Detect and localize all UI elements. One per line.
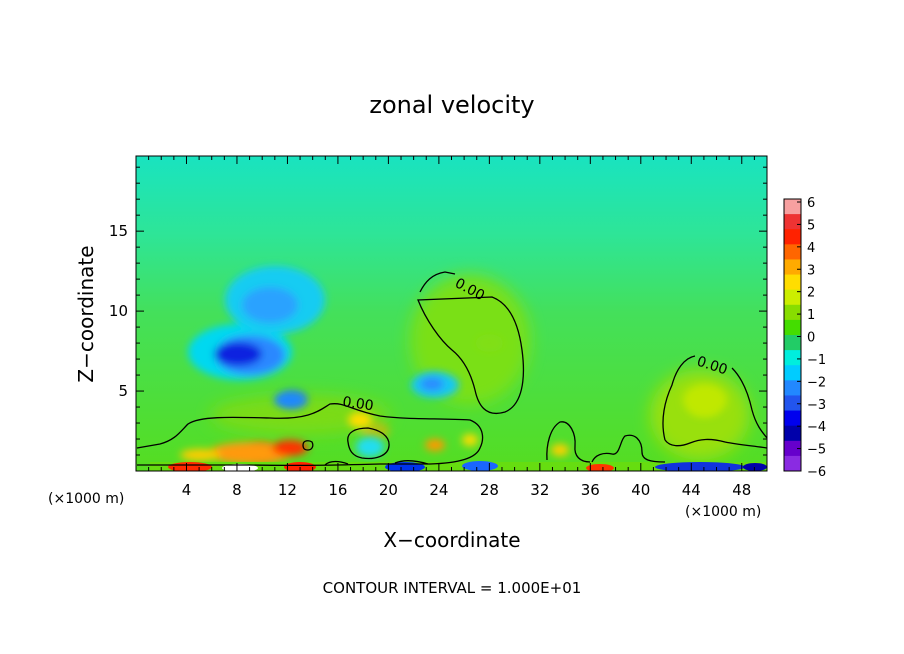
x-tick-label: 4 [182,481,192,499]
colorbar-tick-label: −3 [807,398,826,413]
x-tick-label: 8 [232,481,242,499]
x-unit-right: (×1000 m) [685,504,761,520]
colorbar-swatch [784,350,801,366]
colorbar-tick-label: 0 [807,331,815,346]
x-tick-label: 44 [682,481,701,499]
y-axis-label: Z−coordinate [74,245,98,382]
colorbar-tick-label: −6 [807,465,826,480]
zero-contours [136,271,767,467]
x-tick-label: 48 [732,481,751,499]
x-tick-label: 28 [480,481,499,499]
y-tick-label: 10 [109,302,128,320]
x-axis-label: X−coordinate [383,528,520,552]
x-tick-label: 12 [278,481,297,499]
x-tick-label: 24 [429,481,448,499]
colorbar-tick-label: 2 [807,286,815,301]
colorbar-swatch [784,229,801,245]
colorbar-swatch [784,289,801,306]
colorbar-swatch [784,214,801,230]
colorbar-swatch [784,335,801,351]
colorbar-swatch [784,319,801,336]
colorbar-swatch [784,259,801,276]
colorbar-swatch [784,440,801,457]
contour-label: 0.00 [341,394,374,414]
colorbar-frame [783,198,802,472]
colorbar-tick-label: −4 [807,420,826,435]
chart-title: zonal velocity [369,91,534,119]
x-tick-label: 40 [631,481,650,499]
field-extremum-7 [361,422,390,441]
colorbar-swatch [784,425,801,442]
contour-interval-note: CONTOUR INTERVAL = 1.000E+01 [323,579,582,597]
colorbar-tick-label: 3 [807,263,815,278]
colorbar-swatch [784,199,801,215]
colorbar-tick-label: −5 [807,443,826,458]
colorbar-swatch [784,274,801,291]
field-extremum-4 [475,334,504,353]
colorbar: 6 5 4 3 2 1 0 −1 −2 −3 −4 −5 −6 [783,196,826,480]
colorbar-tick-label: 1 [807,308,815,323]
x-unit-left: (×1000 m) [48,491,124,507]
x-tick-label: 32 [530,481,549,499]
colorbar-tick-label: 4 [807,241,815,256]
x-tick-label: 20 [379,481,398,499]
y-tick-label: 15 [109,222,128,240]
y-tick-label: 5 [118,382,128,400]
colorbar-swatch [784,395,801,412]
colorbar-swatch [784,410,801,427]
colorbar-swatch [784,380,801,396]
colorbar-swatch [784,304,801,321]
colorbar-tick-label: 5 [807,218,815,233]
x-tick-label: 16 [328,481,347,499]
colorbar-swatch [784,455,801,472]
colorbar-tick-label: 6 [807,196,815,211]
colorbar-tick-label: −2 [807,375,826,390]
colorbar-tick-label: −1 [807,353,826,368]
colorbar-swatch [784,244,801,260]
heatmap-field: 0.00 0.00 0.00 [136,156,767,471]
x-tick-label: 36 [581,481,600,499]
colorbar-swatch [784,365,801,381]
